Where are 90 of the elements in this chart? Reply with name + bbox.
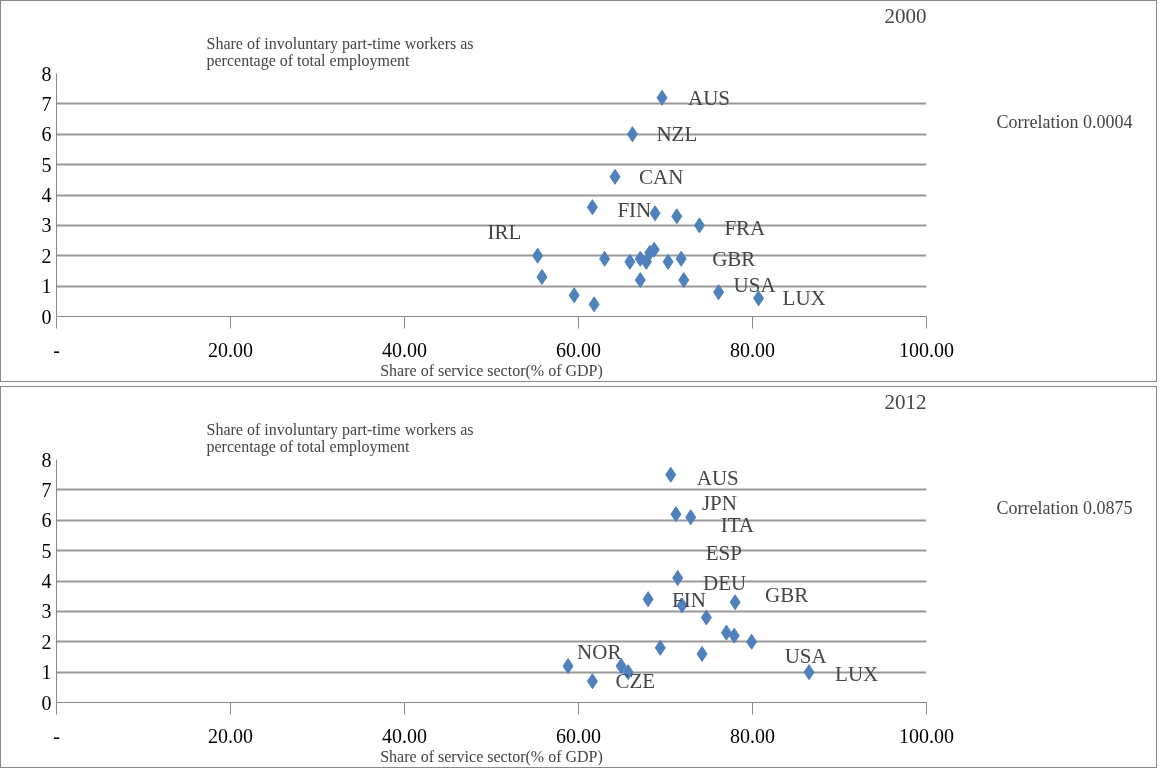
annotation: USA [784, 643, 828, 668]
point [713, 284, 725, 301]
point [562, 658, 574, 675]
y-tick-label: 2 [41, 630, 52, 653]
annotation: CZE [615, 669, 656, 694]
x-tick-label: - [53, 724, 60, 747]
x-tick-label: 100.00 [899, 338, 954, 361]
y-axis-title: Share of involuntary part-time workers as percentage of total employment [206, 420, 474, 456]
point [685, 509, 697, 526]
point [536, 269, 548, 286]
y-tick-label: 1 [41, 275, 52, 298]
y-tick-label: 7 [41, 92, 52, 115]
x-tick-label: 60.00 [556, 338, 601, 361]
annotation: USA [733, 273, 777, 298]
annotation: NOR [577, 640, 622, 665]
y-tick-label: 0 [41, 305, 52, 328]
y-tick-label: 4 [41, 184, 52, 206]
y-axis-title: Share of involuntary part-time workers as percentage of total employment [206, 34, 474, 70]
point [696, 645, 708, 662]
point [675, 250, 687, 267]
y-tick-label: 5 [41, 153, 52, 176]
chart-title: 2000 [884, 3, 927, 28]
point [803, 664, 815, 681]
y-tick-label: 7 [41, 478, 52, 501]
point [588, 296, 600, 313]
text: Correlation 0.0875 [996, 497, 1133, 518]
x-tick-label: - [53, 338, 60, 361]
point [672, 569, 684, 586]
y-tick-label: 1 [41, 661, 52, 684]
point [624, 253, 636, 270]
y-tick-label: 3 [41, 600, 52, 623]
x-tick-label: 80.00 [730, 338, 775, 361]
point [532, 247, 544, 264]
x-tick-label: 20.00 [208, 338, 253, 361]
annotation: ITA [720, 513, 755, 538]
annotation: IRL [487, 219, 522, 244]
point [642, 591, 654, 608]
point [693, 217, 705, 234]
point [626, 126, 638, 143]
point [665, 466, 677, 483]
point [662, 253, 674, 270]
point [728, 627, 740, 644]
point [671, 208, 683, 225]
point [678, 272, 690, 289]
annotation: AUS [696, 465, 739, 490]
x-tick-label: 20.00 [208, 724, 253, 747]
chart-title: 2012 [884, 389, 927, 414]
x-tick-label: 60.00 [556, 724, 601, 747]
point [609, 168, 621, 185]
y-tick-label: 2 [41, 244, 52, 267]
point [568, 287, 580, 304]
annotation: FRA [724, 216, 767, 241]
point [640, 253, 652, 270]
point [720, 624, 732, 641]
y-tick-label: 6 [41, 509, 52, 532]
annotation: LUX [835, 662, 879, 687]
y-tick-label: 4 [41, 570, 52, 592]
x-tick-label: 40.00 [382, 338, 427, 361]
point [670, 506, 682, 523]
y-tick-label: 6 [41, 123, 52, 146]
y-tick-label: 5 [41, 539, 52, 562]
annotation: LUX [782, 286, 826, 311]
point [729, 594, 741, 611]
annotation: ESP [705, 540, 742, 565]
point [599, 250, 611, 267]
point [654, 639, 666, 656]
annotation: JPN [701, 491, 737, 516]
x-axis-title: Share of service sector(% of GDP) [380, 361, 603, 380]
x-tick-label: 40.00 [382, 724, 427, 747]
x-axis-title: Share of service sector(% of GDP) [380, 747, 603, 766]
y-tick-label: 8 [41, 448, 52, 471]
y-tick-label: 8 [41, 62, 52, 85]
annotation: FIN [617, 198, 652, 223]
annotation: GBR [712, 246, 756, 271]
x-tick-label: 100.00 [899, 724, 954, 747]
point [586, 199, 598, 216]
y-tick-label: 0 [41, 691, 52, 714]
point [615, 658, 627, 675]
annotation: CAN [639, 164, 684, 189]
annotation: AUS [688, 85, 731, 110]
point [746, 633, 758, 650]
point [700, 609, 712, 626]
annotation: NZL [656, 122, 698, 147]
text: Correlation 0.0004 [996, 111, 1133, 132]
point [634, 272, 646, 289]
x-tick-label: 80.00 [730, 724, 775, 747]
point [656, 89, 668, 106]
y-tick-label: 3 [41, 214, 52, 237]
annotation: GBR [765, 583, 809, 608]
point [586, 673, 598, 690]
